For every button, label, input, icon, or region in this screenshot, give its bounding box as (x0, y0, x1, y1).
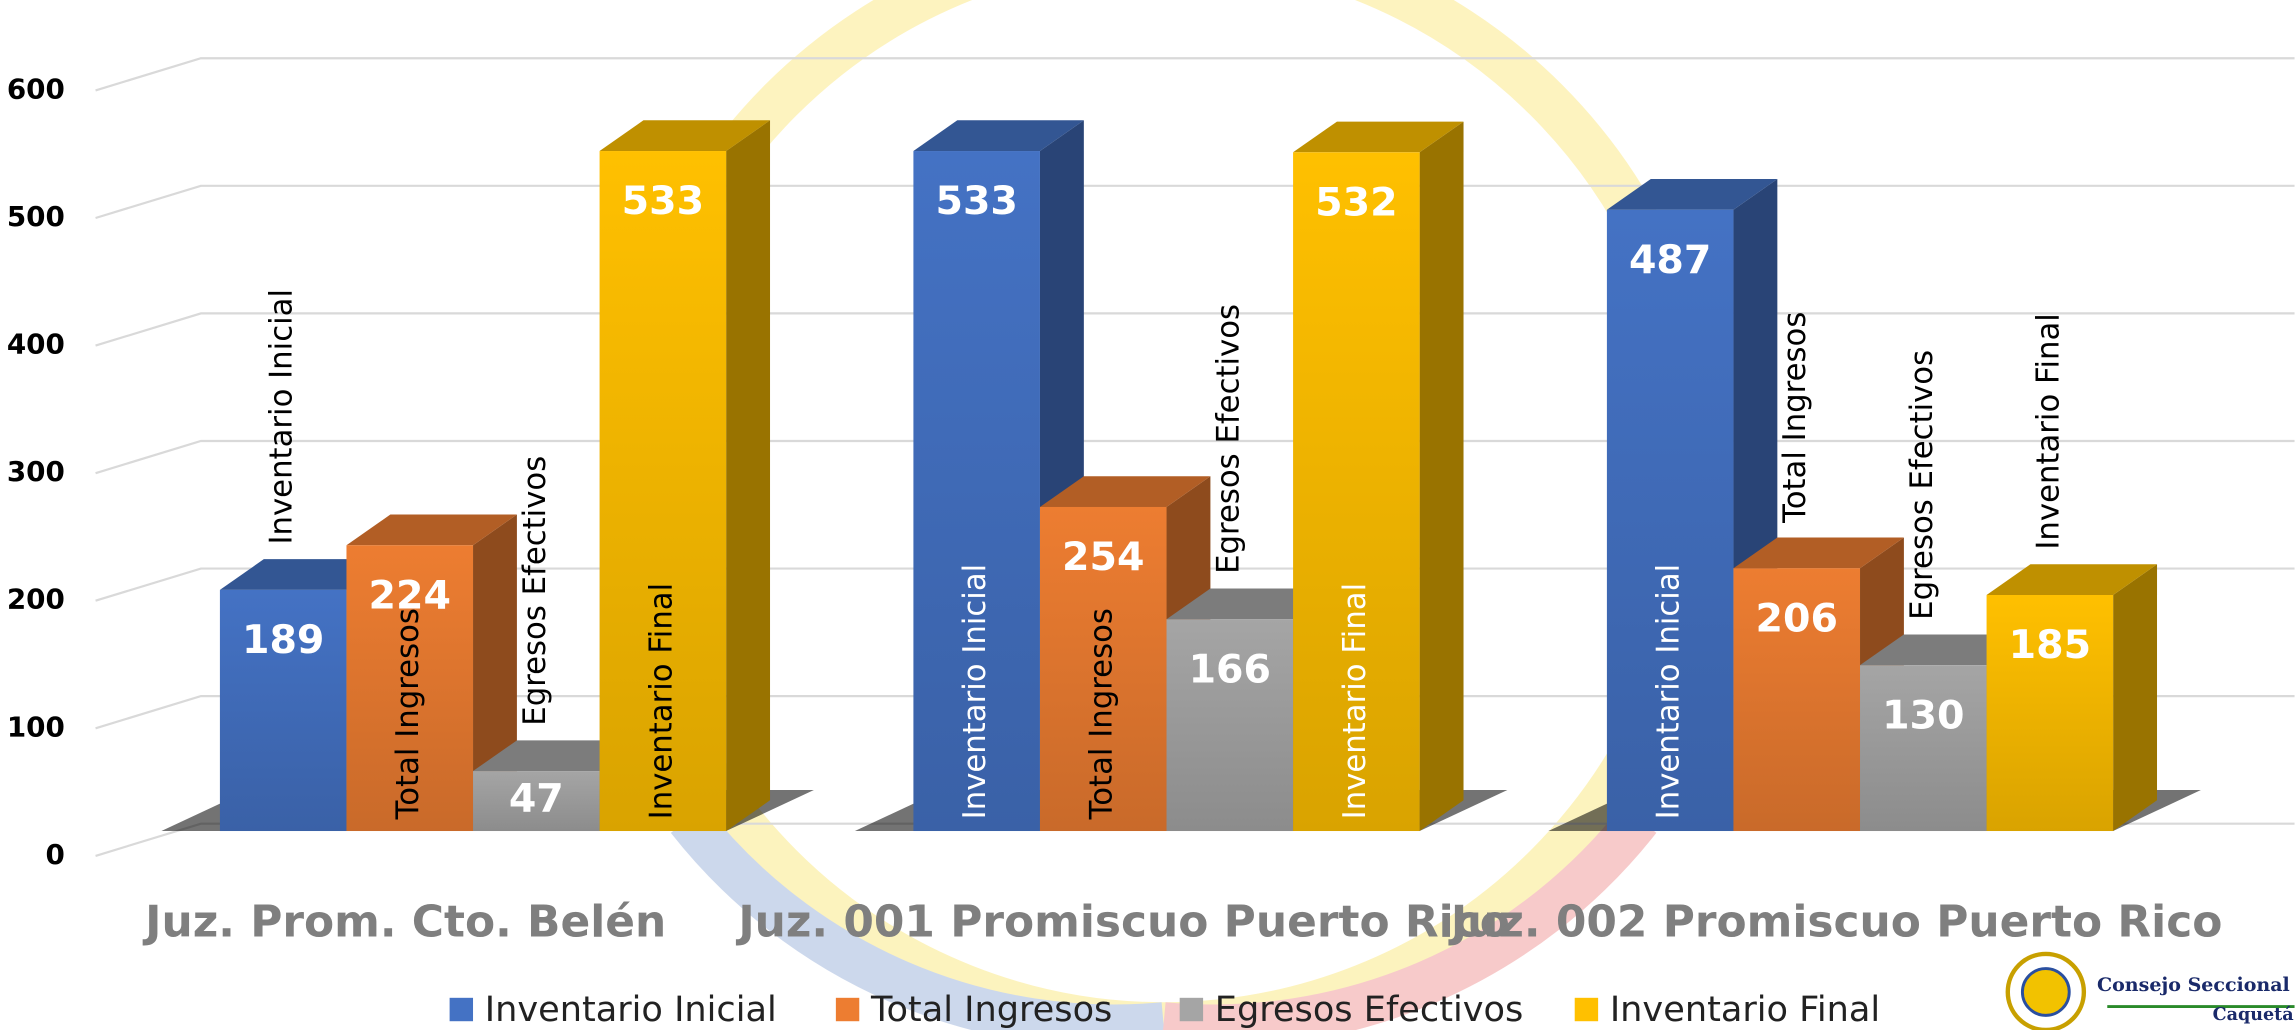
grid-line (96, 441, 2295, 473)
bars: Juz. Prom. Cto. Belén 189 Inventario Inici… (142, 120, 2222, 947)
value-label: 487 (1629, 237, 1711, 283)
logo-text: Caquetá (2213, 1005, 2294, 1025)
y-tick-label: 200 (7, 583, 65, 616)
value-label: 130 (1882, 692, 1964, 738)
bar-side (1420, 122, 1464, 831)
y-tick-label: 600 (7, 72, 65, 105)
grid-line (96, 313, 2295, 345)
series-label: Total Ingresos (390, 608, 426, 820)
category-label: Juz. Prom. Cto. Belén (142, 897, 666, 948)
bar-group: 532 Inventario Final (1293, 122, 1463, 831)
value-label: 166 (1189, 646, 1271, 692)
bar-side (726, 120, 770, 831)
legend-label: Egresos Efectivos (1215, 989, 1523, 1030)
chart: 0 100 200 300 400 500 600 Juz. Prom. Cto. Belé… (0, 0, 2295, 1030)
y-tick-label: 100 (7, 710, 65, 743)
value-label: 206 (1756, 595, 1838, 641)
legend-swatch (1180, 998, 1203, 1021)
y-tick-label: 400 (7, 328, 65, 361)
series-label: Total Ingresos (1084, 608, 1120, 820)
value-label: 532 (1315, 179, 1397, 225)
series-label: Egresos Efectivos (1210, 304, 1246, 574)
bar-side (2113, 564, 2157, 831)
bar-group: 533 Inventario Final (600, 120, 770, 831)
value-label: 254 (1062, 534, 1144, 580)
value-label: 189 (242, 617, 324, 663)
y-tick-label: 0 (45, 838, 64, 871)
legend-label: Total Ingresos (870, 989, 1112, 1030)
legend-swatch (1575, 998, 1598, 1021)
series-label: Inventario Final (2030, 313, 2066, 549)
series-label: Inventario Inicial (957, 564, 993, 820)
series-label: Inventario Inicial (1651, 564, 1687, 820)
y-tick-label: 300 (7, 455, 65, 488)
page: {"chart_data": {"type": "bar3d", "catego… (0, 0, 2295, 1030)
category-label: Juz. 001 Promiscuo Puerto Rico (735, 897, 1510, 948)
legend-swatch (450, 998, 473, 1021)
logo-text: Consejo Seccional de (2097, 974, 2295, 996)
y-tick-label: 500 (7, 200, 65, 233)
bar (1860, 665, 1987, 831)
bar-group: 185 Inventario Final (1987, 313, 2157, 831)
category-label: Juz. 002 Promiscuo Puerto Rico (1448, 897, 2223, 948)
series-label: Egresos Efectivos (1904, 350, 1940, 620)
series-label: Egresos Efectivos (517, 456, 553, 726)
value-label: 47 (509, 776, 564, 822)
legend-swatch (836, 998, 859, 1021)
series-label: Inventario Final (1337, 583, 1373, 819)
logo: Consejo Seccional de Caquetá (2008, 954, 2295, 1030)
value-label: 185 (2009, 622, 2091, 668)
series-label: Inventario Inicial (264, 289, 300, 545)
value-label: 533 (935, 178, 1017, 224)
value-label: 533 (622, 178, 704, 224)
legend-label: Inventario Inicial (485, 989, 777, 1030)
grid-line (96, 186, 2295, 218)
legend-label: Inventario Final (1610, 989, 1880, 1030)
grid-line (96, 58, 2295, 90)
series-label: Total Ingresos (1777, 312, 1813, 524)
series-label: Inventario Final (643, 583, 679, 819)
